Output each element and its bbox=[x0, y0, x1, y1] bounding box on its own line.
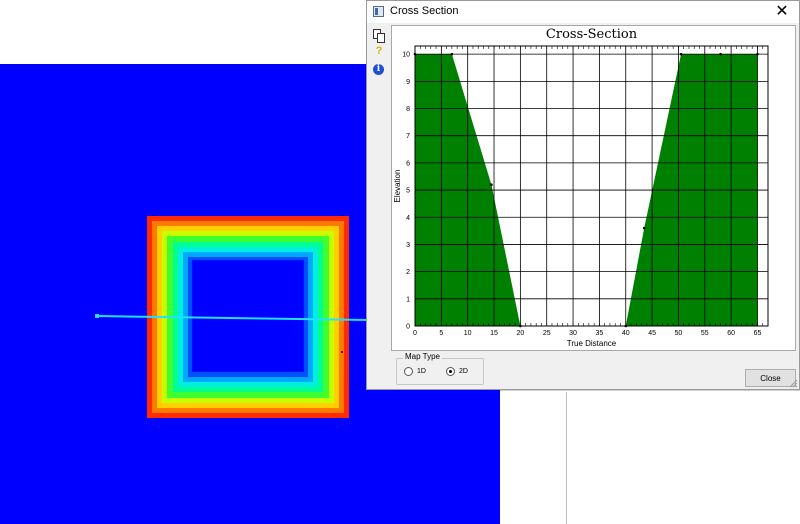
x-tick-label: 55 bbox=[701, 330, 709, 337]
radio-2d[interactable] bbox=[446, 367, 455, 376]
x-tick-label: 15 bbox=[490, 330, 498, 337]
y-tick-label: 2 bbox=[406, 269, 410, 276]
y-tick-label: 10 bbox=[402, 52, 410, 59]
window-title: Cross Section bbox=[390, 5, 459, 17]
y-tick-label: 9 bbox=[406, 79, 410, 86]
chart-panel: Cross-Section 0 5 10 15 20 25 30 35 40 45 50 55 60 65 0… bbox=[391, 25, 796, 351]
map-type-group: Map Type 1D 2D bbox=[396, 352, 484, 385]
radio-2d-label: 2D bbox=[459, 368, 468, 375]
close-button[interactable]: Close bbox=[745, 369, 796, 387]
window-titlebar[interactable]: Cross Section ✕ bbox=[367, 1, 799, 23]
contour-ring-center bbox=[193, 261, 303, 371]
map-type-legend: Map Type bbox=[403, 352, 442, 361]
x-tick-label: 5 bbox=[439, 330, 443, 337]
y-tick-label: 8 bbox=[406, 106, 410, 113]
x-tick-label: 10 bbox=[464, 330, 472, 337]
info-icon[interactable]: i bbox=[371, 62, 387, 78]
data-point bbox=[413, 52, 417, 56]
x-tick-label: 0 bbox=[413, 330, 417, 337]
x-axis-label: True Distance bbox=[567, 339, 617, 348]
plot-border bbox=[414, 45, 769, 327]
panel-divider-vertical bbox=[566, 392, 567, 524]
data-point bbox=[679, 52, 683, 56]
x-tick-label: 35 bbox=[596, 330, 604, 337]
y-tick-label: 6 bbox=[406, 160, 410, 167]
x-tick-label: 30 bbox=[569, 330, 577, 337]
x-tick-label: 40 bbox=[622, 330, 630, 337]
x-tick-label: 50 bbox=[675, 330, 683, 337]
data-point bbox=[624, 324, 628, 328]
y-tick-label: 1 bbox=[406, 296, 410, 303]
elevation-area bbox=[415, 54, 758, 327]
help-icon[interactable]: ? bbox=[375, 45, 383, 57]
x-tick-label: 25 bbox=[543, 330, 551, 337]
cross-section-window: Cross Section ✕ ? i Cross-Section 0 5 10 15 2… bbox=[366, 0, 800, 390]
data-point bbox=[756, 52, 759, 56]
data-point bbox=[642, 226, 646, 230]
y-tick-label: 3 bbox=[406, 242, 410, 249]
x-tick-label: 45 bbox=[648, 330, 656, 337]
x-tick-label: 65 bbox=[754, 330, 762, 337]
data-point bbox=[519, 324, 522, 328]
panel-divider-horizontal bbox=[500, 390, 800, 391]
radio-1d[interactable] bbox=[404, 367, 413, 376]
window-icon bbox=[373, 6, 384, 17]
radio-1d-label: 1D bbox=[417, 368, 426, 375]
info-glyph: i bbox=[373, 64, 384, 75]
y-tick-label: 7 bbox=[406, 133, 410, 140]
resize-grip-icon[interactable] bbox=[788, 378, 798, 388]
copy-icon[interactable] bbox=[371, 28, 387, 44]
y-axis-label: Elevation bbox=[393, 170, 402, 203]
x-tick-label: 60 bbox=[727, 330, 735, 337]
y-tick-label: 5 bbox=[406, 188, 410, 195]
window-close-icon[interactable]: ✕ bbox=[775, 3, 789, 20]
y-tick-label: 0 bbox=[406, 324, 410, 331]
data-point bbox=[450, 52, 454, 56]
data-point bbox=[719, 52, 722, 56]
data-point bbox=[490, 183, 493, 186]
y-tick-label: 4 bbox=[406, 215, 410, 222]
side-toolbar: ? i bbox=[369, 25, 389, 365]
x-tick-label: 20 bbox=[516, 330, 524, 337]
chart-title: Cross-Section bbox=[546, 27, 638, 42]
